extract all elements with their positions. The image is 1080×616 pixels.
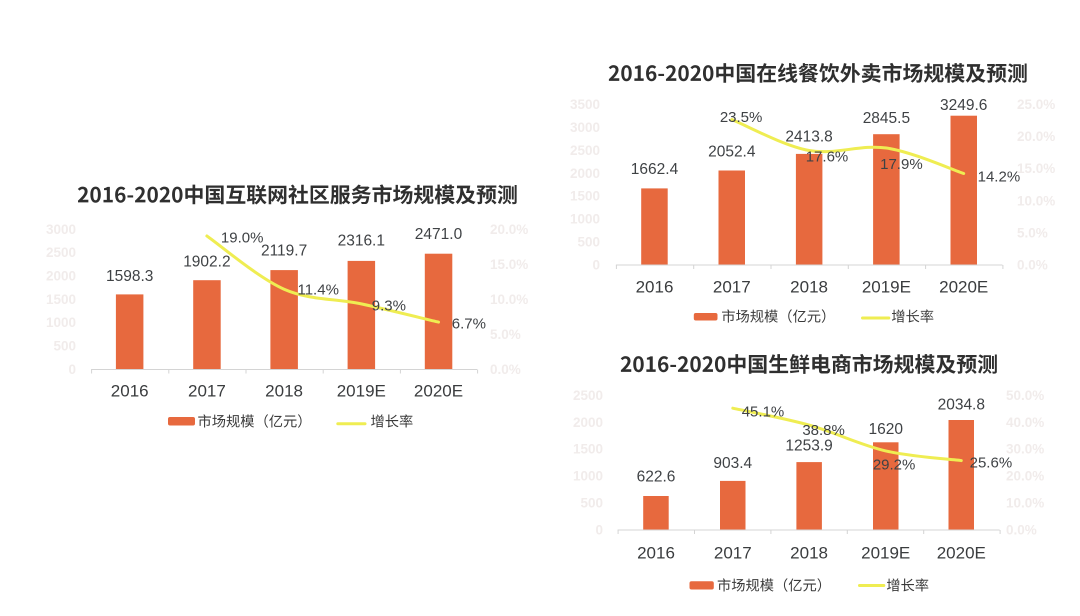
svg-text:0: 0: [592, 257, 600, 272]
svg-text:2020E: 2020E: [939, 277, 988, 296]
svg-text:9.3%: 9.3%: [372, 297, 406, 314]
svg-text:15.0%: 15.0%: [490, 257, 528, 272]
svg-text:38.8%: 38.8%: [802, 422, 845, 439]
svg-text:17.9%: 17.9%: [880, 156, 923, 173]
svg-text:29.2%: 29.2%: [873, 457, 916, 474]
svg-text:2019E: 2019E: [337, 382, 386, 401]
svg-text:2845.5: 2845.5: [863, 110, 910, 127]
svg-text:10.0%: 10.0%: [1006, 496, 1044, 511]
svg-text:5.0%: 5.0%: [490, 327, 521, 342]
svg-text:25.0%: 25.0%: [1017, 97, 1055, 112]
svg-text:19.0%: 19.0%: [221, 230, 264, 247]
svg-text:1500: 1500: [570, 189, 600, 204]
svg-text:2000: 2000: [46, 269, 76, 284]
svg-text:1620: 1620: [868, 421, 903, 438]
svg-text:3249.6: 3249.6: [940, 97, 987, 114]
svg-text:0: 0: [68, 362, 76, 377]
svg-text:1500: 1500: [573, 442, 603, 457]
svg-text:2413.8: 2413.8: [785, 128, 832, 145]
svg-text:11.4%: 11.4%: [297, 281, 338, 298]
svg-text:0.0%: 0.0%: [1006, 522, 1037, 537]
svg-text:500: 500: [53, 339, 76, 354]
svg-text:2016: 2016: [111, 382, 149, 401]
svg-text:2020E: 2020E: [937, 544, 986, 563]
svg-text:2471.0: 2471.0: [415, 226, 463, 243]
svg-text:20.0%: 20.0%: [1017, 129, 1055, 144]
svg-text:1000: 1000: [46, 315, 76, 330]
svg-text:1662.4: 1662.4: [631, 161, 679, 178]
svg-text:2000: 2000: [570, 166, 600, 181]
svg-text:45.1%: 45.1%: [742, 404, 785, 421]
svg-text:0.0%: 0.0%: [1017, 257, 1048, 272]
svg-text:1902.2: 1902.2: [183, 253, 230, 270]
svg-text:2018: 2018: [790, 544, 828, 563]
svg-text:2019E: 2019E: [861, 544, 910, 563]
svg-text:622.6: 622.6: [637, 468, 676, 485]
svg-text:20.0%: 20.0%: [490, 222, 528, 237]
svg-text:2019E: 2019E: [862, 277, 911, 296]
svg-text:500: 500: [580, 496, 603, 511]
svg-text:2119.7: 2119.7: [261, 242, 307, 259]
svg-text:2017: 2017: [713, 277, 751, 296]
svg-text:2016: 2016: [636, 277, 674, 296]
svg-text:40.0%: 40.0%: [1006, 415, 1044, 430]
svg-text:10.0%: 10.0%: [490, 292, 528, 307]
svg-text:1253.9: 1253.9: [785, 438, 832, 455]
svg-text:14.2%: 14.2%: [978, 169, 1021, 186]
svg-text:2500: 2500: [46, 245, 76, 260]
svg-text:1000: 1000: [570, 212, 600, 227]
svg-text:2020E: 2020E: [414, 382, 463, 401]
svg-text:2500: 2500: [573, 388, 603, 403]
svg-text:500: 500: [577, 235, 600, 250]
svg-text:17.6%: 17.6%: [806, 149, 849, 166]
svg-text:3000: 3000: [570, 120, 600, 135]
svg-text:2017: 2017: [714, 544, 752, 563]
svg-text:903.4: 903.4: [713, 455, 752, 472]
svg-text:25.6%: 25.6%: [970, 454, 1013, 471]
svg-text:2000: 2000: [573, 415, 603, 430]
svg-text:50.0%: 50.0%: [1006, 388, 1044, 403]
svg-text:15.0%: 15.0%: [1017, 161, 1055, 176]
svg-text:0.0%: 0.0%: [490, 362, 521, 377]
svg-text:23.5%: 23.5%: [720, 109, 763, 126]
svg-text:6.7%: 6.7%: [452, 315, 486, 332]
svg-text:2016: 2016: [637, 544, 675, 563]
svg-text:3000: 3000: [46, 222, 76, 237]
svg-text:10.0%: 10.0%: [1017, 193, 1055, 208]
svg-text:1000: 1000: [573, 469, 603, 484]
svg-text:2034.8: 2034.8: [938, 396, 985, 413]
svg-text:2018: 2018: [265, 382, 303, 401]
svg-text:0: 0: [595, 522, 603, 537]
svg-text:2500: 2500: [570, 143, 600, 158]
svg-text:2316.1: 2316.1: [338, 233, 385, 250]
svg-text:2052.4: 2052.4: [708, 144, 756, 161]
svg-text:30.0%: 30.0%: [1006, 442, 1044, 457]
svg-text:3500: 3500: [570, 97, 600, 112]
svg-text:20.0%: 20.0%: [1006, 469, 1044, 484]
svg-text:5.0%: 5.0%: [1017, 225, 1048, 240]
svg-text:2017: 2017: [188, 382, 226, 401]
svg-text:2018: 2018: [790, 277, 828, 296]
svg-text:1598.3: 1598.3: [106, 268, 153, 285]
svg-text:1500: 1500: [46, 292, 76, 307]
